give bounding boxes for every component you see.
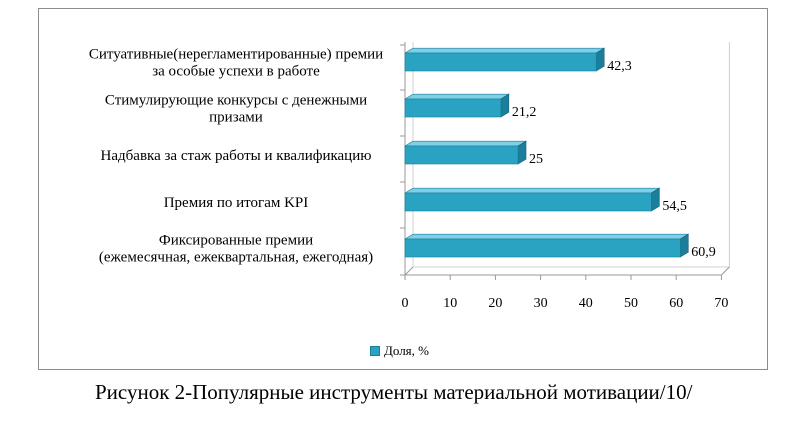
x-tick-label: 40 (579, 296, 593, 311)
floor-edge-right (721, 266, 730, 276)
category-label: Ситуативные(нерегламентированные) премии (89, 47, 383, 63)
bar (404, 238, 681, 258)
x-tick-label: 10 (443, 296, 457, 311)
x-tick-label: 60 (669, 296, 683, 311)
legend: Доля, % (370, 343, 429, 359)
category-label: Стимулирующие конкурсы с денежными (105, 93, 367, 109)
bar-top-face (403, 233, 690, 240)
x-tick-label: 30 (534, 296, 548, 311)
category-label: (ежемесячная, ежеквартальная, ежегодная) (99, 250, 373, 266)
bar-top-face (403, 187, 661, 194)
data-label: 21,2 (512, 105, 536, 120)
category-label: Премия по итогам KPI (164, 195, 309, 211)
bar (404, 98, 502, 118)
category-label: за особые успехи в работе (152, 64, 320, 80)
legend-swatch (370, 346, 380, 356)
bar (404, 192, 652, 212)
bar (404, 52, 597, 72)
data-label: 25 (529, 152, 543, 167)
category-label: Фиксированные премии (159, 233, 313, 249)
bar-top-face (403, 140, 528, 147)
floor-edge-left (404, 266, 414, 276)
data-label: 54,5 (662, 199, 687, 214)
data-label: 42,3 (607, 59, 632, 74)
x-tick-label: 20 (488, 296, 502, 311)
bar (404, 145, 519, 165)
figure-caption: Рисунок 2-Популярные инструменты материа… (95, 380, 693, 404)
x-tick-label: 50 (624, 296, 638, 311)
bar-top-face (403, 93, 510, 100)
bar-top-face (403, 47, 606, 54)
x-tick-label: 0 (402, 296, 409, 311)
legend-label: Доля, % (384, 343, 429, 358)
category-label: Надбавка за стаж работы и квалификацию (101, 148, 372, 164)
category-label: призами (209, 110, 263, 126)
data-label: 60,9 (691, 245, 716, 260)
x-tick-label: 70 (714, 296, 728, 311)
